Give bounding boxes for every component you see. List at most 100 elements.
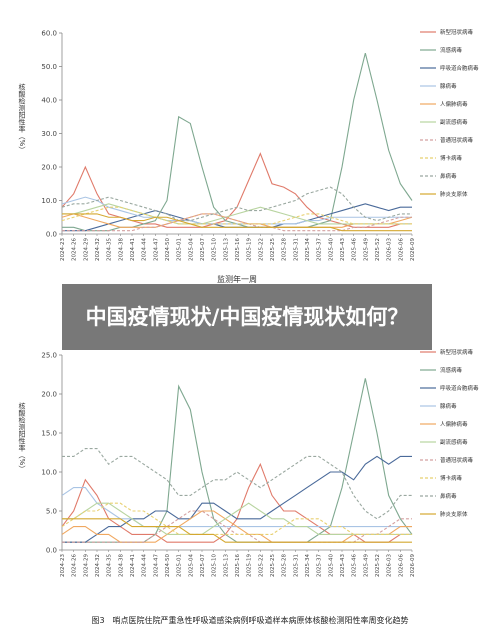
legend-label: 呼吸道合胞病毒	[440, 64, 479, 72]
x-tick-label: 2025-07	[200, 238, 206, 261]
series-line	[62, 213, 412, 232]
y-tick-label: 20.0	[41, 164, 57, 172]
series-line	[61, 502, 412, 535]
x-tick-label: 2024-41	[130, 554, 136, 577]
x-tick-label: 2024-47	[153, 554, 159, 577]
x-tick-label: 2025-46	[352, 554, 358, 577]
legend-label: 腺病毒	[440, 402, 457, 410]
x-tick-label: 2025-13	[223, 554, 229, 577]
y-tick-label: 60.0	[41, 30, 57, 38]
series-line	[61, 196, 412, 225]
y-axis-label: 核酸检测阳性率（%）	[18, 402, 26, 472]
x-tick-label: 2025-19	[247, 554, 253, 577]
x-tick-label: 2024-38	[118, 238, 124, 261]
x-tick-label: 2025-25	[270, 238, 276, 261]
x-tick-label: 2025-37	[317, 554, 323, 577]
x-tick-label: 2025-52	[375, 554, 381, 577]
x-tick-label: 2025-31	[293, 238, 299, 261]
x-tick-label: 2025-04	[188, 238, 194, 261]
x-tick-label: 2024-23	[60, 238, 66, 261]
series-line	[62, 448, 412, 520]
series-line	[62, 52, 413, 232]
y-tick-label: 25.0	[41, 352, 57, 360]
x-tick-label: 2025-28	[282, 238, 288, 261]
x-tick-label: 2025-49	[363, 554, 369, 577]
x-tick-label: 2025-19	[247, 238, 253, 261]
legend-label: 腺病毒	[440, 82, 457, 90]
y-tick-label: 50.0	[41, 63, 57, 71]
x-tick-label: 2025-37	[317, 238, 323, 261]
series-line	[61, 152, 412, 228]
x-tick-label: 2026-09	[410, 554, 416, 577]
x-tick-label: 2026-09	[410, 238, 416, 261]
x-tick-label: 2024-44	[142, 238, 148, 261]
x-tick-label: 2024-29	[83, 238, 89, 261]
x-axis-label: 监测年一周	[217, 274, 257, 284]
x-tick-label: 2024-32	[95, 238, 101, 261]
x-tick-label: 2024-50	[165, 554, 171, 577]
x-tick-label: 2024-26	[72, 554, 78, 577]
x-tick-label: 2026-03	[387, 554, 393, 577]
series-line	[61, 186, 412, 222]
y-tick-label: 15.0	[41, 430, 57, 438]
legend-label: 流感病毒	[440, 366, 463, 374]
series-line	[62, 213, 412, 232]
y-tick-label: 40.0	[41, 97, 57, 105]
legend-label: 流感病毒	[440, 46, 463, 54]
legend-label: 新型冠状病毒	[440, 28, 474, 36]
legend-label: 人偏肺病毒	[440, 420, 468, 428]
x-tick-label: 2024-38	[118, 554, 124, 577]
series-line	[61, 462, 412, 543]
legend-label: 副流感病毒	[440, 118, 468, 126]
x-tick-label: 2025-13	[223, 238, 229, 261]
x-tick-label: 2025-49	[363, 238, 369, 261]
legend-label: 博卡病毒	[440, 154, 463, 162]
overlay-banner: 中国疫情现状/中国疫情现状如何？	[62, 284, 432, 350]
x-tick-label: 2024-41	[130, 238, 136, 261]
y-tick-label: 0.0	[46, 231, 57, 239]
legend-label: 副流感病毒	[440, 438, 468, 446]
x-tick-label: 2025-25	[270, 554, 276, 577]
caption: 图3 哨点医院住院严重急性呼吸道感染病例呼吸道样本病原体核酸检测阳性率周变化趋势	[91, 615, 408, 625]
y-tick-label: 30.0	[41, 130, 57, 138]
legend-label: 博卡病毒	[440, 474, 463, 482]
x-tick-label: 2024-44	[142, 554, 148, 577]
x-tick-label: 2026-06	[398, 238, 404, 261]
legend-label: 普通冠状病毒	[440, 136, 474, 144]
legend-label: 普通冠状病毒	[440, 456, 474, 464]
x-tick-label: 2026-06	[398, 554, 404, 577]
x-tick-label: 2025-10	[212, 554, 218, 577]
x-tick-label: 2025-07	[200, 554, 206, 577]
legend-label: 鼻病毒	[440, 492, 457, 500]
x-tick-label: 2025-01	[177, 554, 183, 577]
x-tick-label: 2025-52	[375, 238, 381, 261]
x-tick-label: 2025-10	[212, 238, 218, 261]
legend-label: 鼻病毒	[440, 172, 457, 180]
x-tick-label: 2026-03	[387, 238, 393, 261]
y-tick-label: 20.0	[41, 391, 57, 399]
x-tick-label: 2024-35	[107, 238, 113, 261]
x-tick-label: 2024-50	[165, 238, 171, 261]
legend-label: 肺炎支原体	[440, 190, 468, 198]
x-tick-label: 2025-01	[177, 238, 183, 261]
legend-label: 人偏肺病毒	[440, 100, 468, 108]
x-tick-label: 2025-43	[340, 554, 346, 577]
x-tick-label: 2025-16	[235, 554, 241, 577]
x-tick-label: 2025-22	[258, 238, 264, 261]
x-tick-label: 2025-28	[282, 554, 288, 577]
x-tick-label: 2025-43	[340, 238, 346, 261]
legend-label: 呼吸道合胞病毒	[440, 384, 479, 392]
x-tick-label: 2025-40	[328, 238, 334, 261]
y-tick-label: 10.0	[41, 197, 57, 205]
x-tick-label: 2024-26	[72, 238, 78, 261]
x-tick-label: 2025-40	[328, 554, 334, 577]
x-tick-label: 2024-35	[107, 554, 113, 577]
x-tick-label: 2024-32	[95, 554, 101, 577]
series-line	[61, 206, 412, 225]
overlay-title: 中国疫情现状/中国疫情现状如何？	[85, 305, 409, 329]
x-tick-label: 2024-29	[83, 554, 89, 577]
y-tick-label: 0.0	[46, 547, 57, 555]
series-line	[62, 518, 412, 543]
